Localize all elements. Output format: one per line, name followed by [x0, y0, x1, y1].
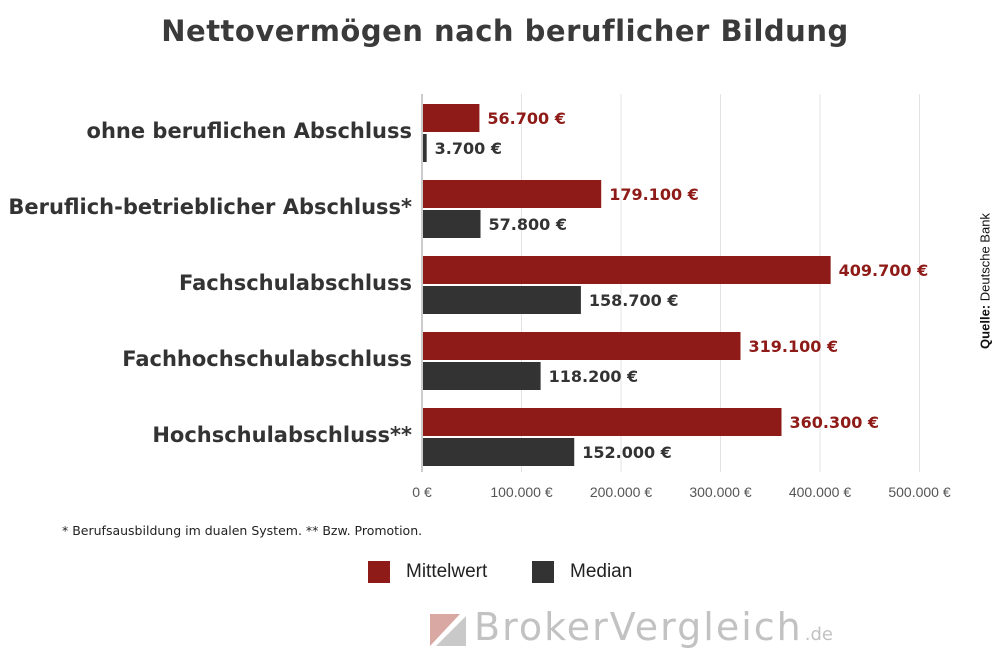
x-tick-label: 300.000 € [689, 484, 751, 500]
x-tick-label: 500.000 € [888, 484, 950, 500]
bar-median [423, 286, 581, 314]
category-label: Hochschulabschluss** [152, 423, 412, 447]
brokervergleich-logo: BrokerVergleich .de [430, 606, 833, 646]
source-label: Quelle: [977, 304, 993, 349]
data-label-median: 152.000 € [582, 443, 672, 462]
x-tick-label: 400.000 € [789, 484, 851, 500]
data-label-mittelwert: 56.700 € [487, 109, 565, 128]
data-label-mittelwert: 319.100 € [749, 337, 839, 356]
category-label: ohne beruflichen Abschluss [87, 119, 412, 143]
logo-tld: .de [804, 624, 833, 645]
chart-title: Nettovermögen nach beruflicher Bildung [161, 14, 849, 48]
legend-label-median: Median [570, 561, 633, 582]
legend-swatch-median [532, 561, 554, 583]
data-label-median: 3.700 € [435, 139, 502, 158]
bar-mittelwert [423, 180, 602, 208]
category-label: Fachschulabschluss [179, 271, 412, 295]
legend-swatch-mittelwert [368, 561, 390, 583]
x-tick-label: 200.000 € [590, 484, 652, 500]
x-tick-label: 0 € [412, 484, 432, 500]
data-label-median: 118.200 € [549, 367, 639, 386]
x-tick-label: 100.000 € [490, 484, 552, 500]
legend-label-mittelwert: Mittelwert [406, 561, 488, 582]
legend-item-mittelwert: Mittelwert [368, 560, 487, 584]
bar-median [423, 210, 481, 238]
category-label: Beruflich-betrieblicher Abschluss* [8, 195, 412, 219]
data-label-mittelwert: 409.700 € [839, 261, 929, 280]
bar-median [423, 438, 575, 466]
source-text: Deutsche Bank [977, 213, 993, 302]
brokervergleich-logo-icon [430, 614, 466, 646]
bar-mittelwert [423, 408, 782, 436]
bar-median [423, 134, 427, 162]
data-label-mittelwert: 179.100 € [609, 185, 699, 204]
data-label-mittelwert: 360.300 € [789, 413, 879, 432]
data-label-median: 158.700 € [589, 291, 679, 310]
bar-mittelwert [423, 256, 831, 284]
legend-item-median: Median [532, 560, 632, 584]
data-label-median: 57.800 € [489, 215, 567, 234]
category-label: Fachhochschulabschluss [122, 347, 412, 371]
logo-wordmark: BrokerVergleich [474, 605, 803, 649]
bar-mittelwert [423, 332, 741, 360]
footnote: * Berufsausbildung im dualen System. ** … [62, 523, 423, 538]
bar-mittelwert [423, 104, 480, 132]
bar-median [423, 362, 541, 390]
